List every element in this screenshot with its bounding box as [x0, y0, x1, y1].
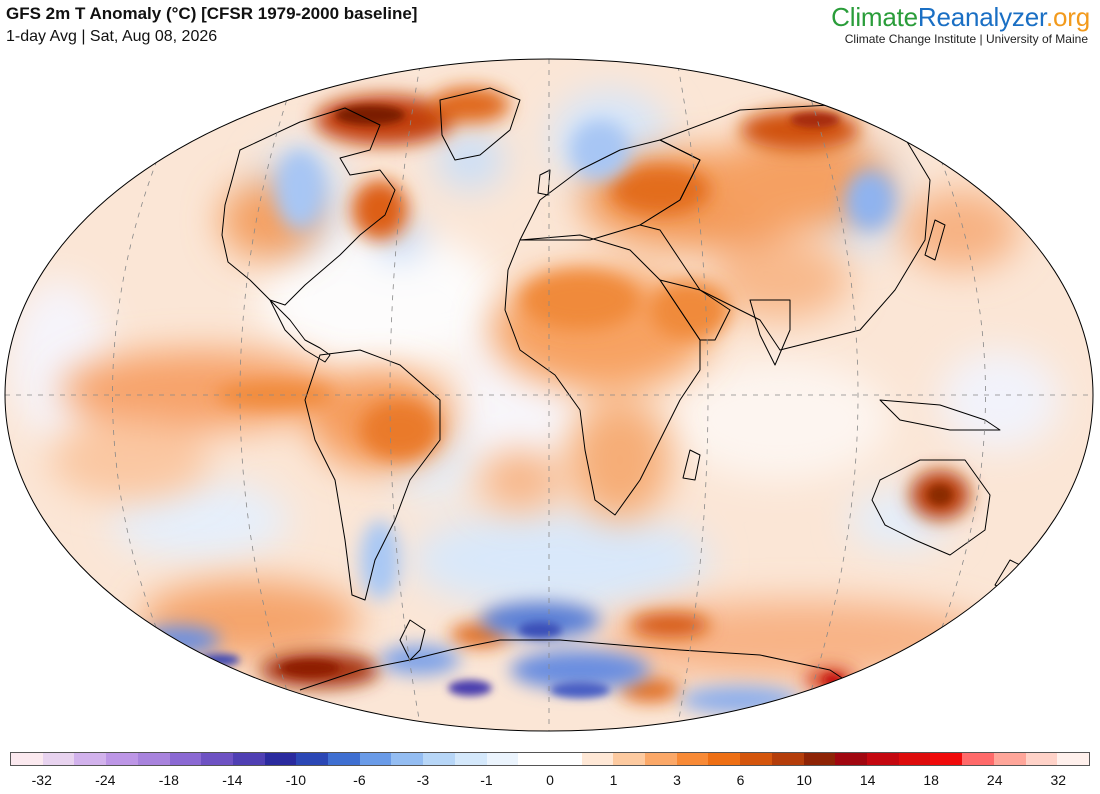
color-swatch	[613, 753, 646, 765]
central-america-outline	[269, 299, 331, 363]
color-swatch	[518, 753, 550, 765]
south-america-outline	[304, 349, 441, 601]
australia-outline	[871, 459, 991, 556]
color-swatch	[898, 753, 931, 765]
color-scale-bar	[10, 752, 1090, 766]
india-outline	[749, 299, 791, 366]
color-swatch	[993, 753, 1026, 765]
graticule	[5, 59, 1093, 731]
globe-field	[5, 59, 1093, 731]
color-swatch	[454, 753, 487, 765]
color-swatch	[201, 753, 233, 765]
color-swatch	[296, 753, 329, 765]
color-scale-label: -3	[416, 772, 430, 788]
color-swatch	[486, 753, 519, 765]
color-swatch	[106, 753, 138, 765]
color-swatch	[740, 753, 772, 765]
color-swatch	[169, 753, 202, 765]
north-america-outline	[221, 107, 396, 306]
color-scale-label: 10	[796, 772, 812, 788]
map-title: GFS 2m T Anomaly (°C) [CFSR 1979-2000 ba…	[6, 4, 418, 23]
extreme-cold-cores	[200, 622, 610, 698]
color-swatch	[137, 753, 170, 765]
globe-border	[4, 58, 1094, 732]
color-scale-label: 32	[1050, 772, 1067, 788]
color-scale-label: 3	[673, 772, 681, 788]
color-swatch	[676, 753, 709, 765]
color-swatch	[232, 753, 265, 765]
color-scale-label: -10	[285, 772, 306, 788]
color-scale-label: -32	[31, 772, 52, 788]
color-swatch	[11, 753, 43, 765]
site-tagline: Climate Change Institute | University of…	[844, 32, 1088, 46]
color-swatch	[962, 753, 994, 765]
antarctica-outline	[299, 639, 861, 691]
color-swatch	[264, 753, 297, 765]
color-swatch	[835, 753, 867, 765]
color-swatch	[74, 753, 107, 765]
color-scale-label: 18	[923, 772, 939, 788]
color-swatch	[328, 753, 360, 765]
coastlines	[221, 87, 1021, 691]
color-swatch	[423, 753, 455, 765]
color-swatch	[359, 753, 392, 765]
color-scale-label: 1	[609, 772, 618, 788]
anomaly-map	[4, 58, 1094, 732]
color-scale-label: -18	[158, 772, 179, 788]
africa-outline	[504, 234, 701, 516]
color-scale-label: -6	[353, 772, 366, 788]
color-swatch	[708, 753, 741, 765]
color-swatch	[581, 753, 614, 765]
color-swatch	[42, 753, 75, 765]
color-swatch	[803, 753, 836, 765]
color-scale-label: 14	[859, 772, 876, 788]
color-scale-label: 24	[986, 772, 1003, 788]
uk-outline	[537, 169, 551, 196]
color-scale-label: -14	[222, 772, 243, 788]
color-swatch	[771, 753, 804, 765]
color-swatch	[1025, 753, 1058, 765]
greenland-outline	[439, 87, 521, 161]
color-swatch	[866, 753, 899, 765]
antarctic-peninsula-outline	[399, 619, 426, 661]
cold-spots	[140, 120, 895, 714]
color-scale-labels: -32 -24 -18 -14 -10 -6 -3 -1 0 1 3 6 10 14 18 24 32	[10, 772, 1090, 790]
map-subtitle: 1-day Avg | Sat, Aug 08, 2026	[6, 28, 218, 45]
japan-outline	[924, 219, 946, 261]
indonesia-outline	[879, 399, 1001, 431]
color-scale-label: 0	[546, 772, 554, 788]
madagascar-outline	[682, 449, 701, 481]
color-swatch	[1057, 753, 1089, 765]
color-swatch	[549, 753, 582, 765]
color-swatch	[645, 753, 677, 765]
color-scale-label: 6	[736, 772, 745, 788]
arabia-outline	[659, 279, 731, 341]
color-scale-label: -1	[480, 772, 493, 788]
color-scale-label: -24	[95, 772, 116, 788]
color-swatch	[391, 753, 424, 765]
color-swatch	[930, 753, 963, 765]
site-logo[interactable]: ClimateReanalyzer.org	[831, 2, 1090, 32]
